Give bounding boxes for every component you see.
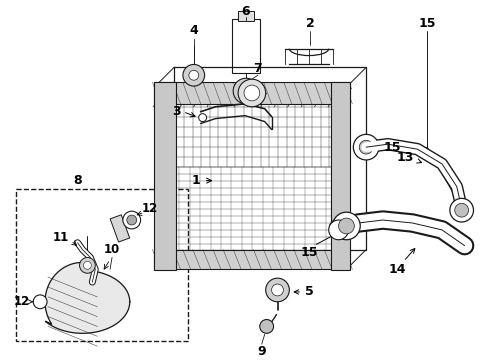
Polygon shape [45, 262, 130, 333]
Bar [154, 82, 176, 270]
Circle shape [244, 85, 260, 101]
Circle shape [455, 203, 468, 217]
Text: 7: 7 [253, 62, 262, 75]
Circle shape [199, 114, 207, 122]
Text: 3: 3 [172, 105, 180, 118]
Text: 15: 15 [418, 17, 436, 30]
Text: 1: 1 [192, 174, 200, 187]
Circle shape [33, 295, 47, 309]
Circle shape [339, 218, 354, 234]
Text: 15: 15 [300, 246, 318, 259]
Text: 11: 11 [53, 231, 69, 244]
Text: 5: 5 [305, 285, 314, 298]
Bar [232, 19, 260, 73]
Text: 12: 12 [13, 295, 29, 308]
Bar [238, 11, 254, 21]
Bar [154, 82, 350, 104]
Circle shape [239, 84, 253, 98]
Circle shape [260, 320, 273, 333]
Text: 15: 15 [384, 141, 401, 154]
Circle shape [189, 70, 199, 80]
Text: 12: 12 [141, 202, 158, 215]
Text: 9: 9 [257, 345, 266, 357]
Circle shape [183, 64, 205, 86]
Bar [154, 249, 350, 269]
Circle shape [450, 198, 473, 222]
Circle shape [123, 211, 141, 229]
Circle shape [266, 278, 289, 302]
Text: 6: 6 [242, 5, 250, 18]
Text: 2: 2 [306, 17, 315, 30]
Circle shape [83, 261, 91, 269]
Circle shape [271, 284, 283, 296]
Text: 10: 10 [104, 243, 120, 256]
Text: 13: 13 [397, 150, 414, 163]
Circle shape [233, 78, 259, 104]
Bar [331, 82, 350, 270]
Circle shape [333, 212, 360, 240]
Circle shape [359, 140, 373, 154]
Text: 8: 8 [73, 174, 82, 187]
Circle shape [79, 257, 95, 273]
Text: 4: 4 [190, 24, 198, 37]
Bar [110, 215, 130, 242]
Circle shape [353, 134, 379, 160]
Circle shape [127, 215, 137, 225]
Circle shape [238, 79, 266, 107]
Text: 14: 14 [389, 263, 406, 276]
Bar [16, 189, 188, 341]
Circle shape [329, 220, 348, 240]
